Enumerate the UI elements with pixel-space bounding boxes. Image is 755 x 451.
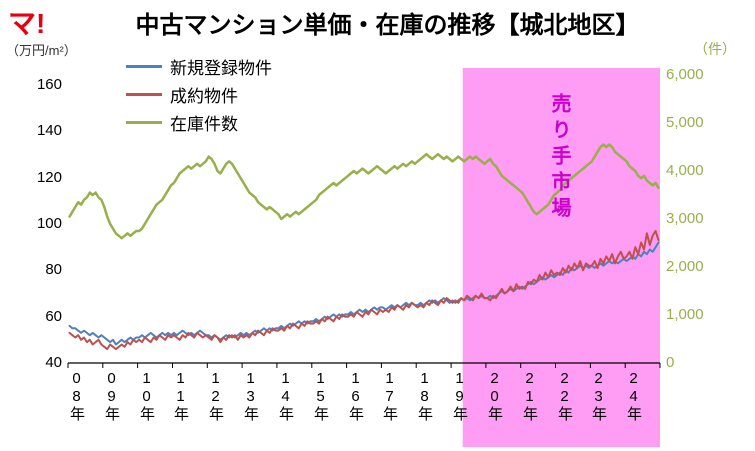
- x-axis-tick-label: 13年: [242, 370, 259, 422]
- x-axis-tick-label: 09年: [103, 370, 120, 422]
- left-axis-tick-label: 140: [36, 122, 62, 139]
- x-axis-tick-label: 18年: [416, 370, 433, 422]
- x-axis-tick-label: 12年: [207, 370, 224, 422]
- right-axis-tick-label: 3,000: [666, 210, 704, 227]
- sellers-market-label: 売り手市場: [548, 93, 570, 223]
- x-axis-tick-label: 08年: [68, 370, 85, 422]
- right-axis-tick-label: 2,000: [666, 258, 704, 275]
- legend-label-new-listings: 新規登録物件: [170, 58, 272, 78]
- x-axis-tick-label: 14年: [277, 370, 294, 422]
- legend-swatch-new-listings: [126, 64, 162, 68]
- left-axis-tick-label: 160: [36, 76, 62, 93]
- x-axis-tick-label: 15年: [312, 370, 329, 422]
- x-axis-tick-label: 11年: [172, 370, 189, 422]
- x-axis-tick-label: 17年: [381, 370, 398, 422]
- left-axis-tick-label: 80: [45, 261, 62, 278]
- legend-swatch-contracted: [126, 92, 162, 96]
- x-axis-tick-label: 23年: [590, 370, 607, 422]
- sellers-market-region: [462, 68, 660, 447]
- left-axis-tick-label: 40: [45, 354, 62, 371]
- right-axis-tick-label: 6,000: [666, 66, 704, 83]
- right-axis-unit: （件）: [694, 41, 736, 57]
- left-axis-tick-label: 100: [36, 215, 62, 232]
- legend-item-contracted: 成約物件: [126, 83, 272, 106]
- left-axis-tick-label: 120: [36, 169, 62, 186]
- logo: マ!: [8, 8, 46, 39]
- legend-label-inventory: 在庫件数: [170, 114, 238, 134]
- legend-item-inventory: 在庫件数: [126, 111, 272, 134]
- x-axis-tick-label: 10年: [138, 370, 155, 422]
- legend-swatch-inventory: [126, 120, 162, 124]
- x-axis-tick-label: 21年: [521, 370, 538, 422]
- left-axis-tick-label: 60: [45, 308, 62, 325]
- right-axis-tick-label: 4,000: [666, 162, 704, 179]
- legend-item-new-listings: 新規登録物件: [126, 55, 272, 78]
- right-axis-tick-label: 5,000: [666, 114, 704, 131]
- series-line-contracted: [68, 230, 660, 351]
- chart-title: 中古マンション単価・在庫の推移【城北地区】: [135, 12, 640, 39]
- left-axis-unit: （万円/m²）: [6, 43, 77, 58]
- x-axis-tick-label: 16年: [347, 370, 364, 422]
- x-axis-tick-label: 19年: [451, 370, 468, 422]
- legend: 新規登録物件 成約物件在庫件数: [126, 55, 272, 134]
- legend-label-contracted: 成約物件: [170, 86, 238, 106]
- x-axis-tick-label: 22年: [556, 370, 573, 422]
- right-axis-tick-label: 0: [666, 354, 675, 371]
- x-axis-tick-label: 20年: [486, 370, 503, 422]
- x-axis-tick-label: 24年: [625, 370, 642, 422]
- series-line-inventory: [68, 143, 660, 240]
- right-axis-tick-label: 1,000: [666, 306, 704, 323]
